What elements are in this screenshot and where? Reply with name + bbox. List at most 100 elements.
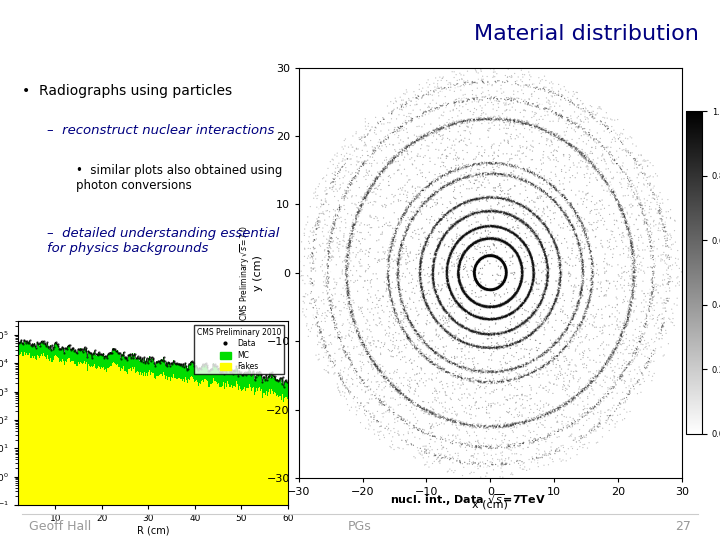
Point — [489, 285, 500, 294]
Point — [482, 442, 493, 451]
Point — [405, 278, 417, 287]
Point — [482, 286, 493, 294]
Point — [581, 282, 593, 291]
Point — [445, 247, 456, 255]
Point — [481, 285, 492, 294]
Point — [628, 243, 639, 252]
Point — [366, 184, 377, 193]
Point — [456, 288, 468, 296]
Point — [490, 284, 502, 292]
Point — [446, 221, 458, 230]
Point — [516, 418, 528, 427]
Point — [531, 122, 543, 130]
Point — [616, 229, 628, 238]
Point — [485, 315, 497, 324]
Point — [362, 264, 374, 273]
Point — [474, 235, 485, 244]
Point — [441, 261, 452, 269]
Point — [628, 308, 639, 316]
Point — [415, 184, 427, 193]
Point — [517, 268, 528, 276]
Point — [648, 350, 660, 359]
Point — [411, 211, 423, 219]
Point — [496, 225, 508, 234]
Point — [488, 332, 500, 340]
Point — [414, 166, 426, 174]
Point — [470, 276, 482, 285]
Point — [497, 423, 508, 432]
Point — [474, 342, 486, 351]
Point — [499, 275, 510, 284]
Point — [521, 296, 532, 305]
Point — [343, 288, 354, 297]
Point — [626, 239, 637, 247]
Point — [487, 303, 498, 312]
Point — [528, 180, 539, 188]
Point — [473, 280, 485, 288]
Point — [341, 287, 353, 296]
Point — [478, 221, 490, 230]
Point — [536, 242, 547, 251]
Point — [573, 233, 585, 242]
Point — [453, 268, 464, 276]
Point — [449, 119, 461, 128]
Point — [539, 348, 551, 356]
Point — [498, 299, 510, 308]
Point — [443, 258, 454, 267]
Point — [454, 321, 465, 330]
Point — [419, 186, 431, 194]
Point — [463, 115, 474, 124]
Point — [584, 131, 595, 139]
Point — [515, 258, 526, 266]
Point — [618, 363, 630, 372]
Point — [487, 330, 498, 339]
Point — [495, 240, 507, 249]
Point — [456, 284, 468, 293]
Point — [498, 171, 510, 180]
Point — [402, 219, 413, 228]
Point — [474, 237, 485, 246]
Point — [491, 208, 503, 217]
Point — [495, 256, 506, 265]
Point — [500, 264, 511, 273]
Point — [454, 98, 465, 107]
Point — [472, 277, 483, 286]
Point — [373, 138, 384, 146]
Point — [449, 242, 460, 251]
Point — [489, 252, 500, 261]
Point — [541, 252, 552, 261]
Point — [421, 198, 433, 206]
Point — [509, 198, 521, 207]
Point — [525, 207, 536, 215]
Point — [615, 370, 626, 379]
Point — [479, 251, 490, 259]
Point — [499, 297, 510, 306]
Point — [444, 122, 455, 130]
Point — [456, 117, 467, 126]
Point — [582, 299, 593, 307]
Point — [539, 186, 550, 195]
Point — [518, 239, 529, 248]
Point — [586, 407, 598, 416]
Point — [474, 223, 485, 232]
Point — [554, 288, 565, 296]
Point — [319, 344, 330, 353]
Point — [558, 190, 570, 199]
Point — [465, 310, 477, 319]
Point — [492, 253, 504, 262]
Point — [476, 344, 487, 353]
Point — [323, 353, 335, 361]
Point — [405, 197, 417, 205]
Point — [535, 239, 546, 247]
Point — [465, 410, 477, 419]
Point — [454, 260, 466, 268]
Point — [488, 285, 500, 294]
Point — [415, 242, 426, 251]
Point — [540, 409, 552, 418]
Point — [516, 86, 528, 94]
Point — [528, 262, 539, 271]
Point — [487, 287, 498, 295]
Point — [608, 378, 620, 387]
Point — [471, 238, 482, 247]
Point — [519, 295, 531, 303]
